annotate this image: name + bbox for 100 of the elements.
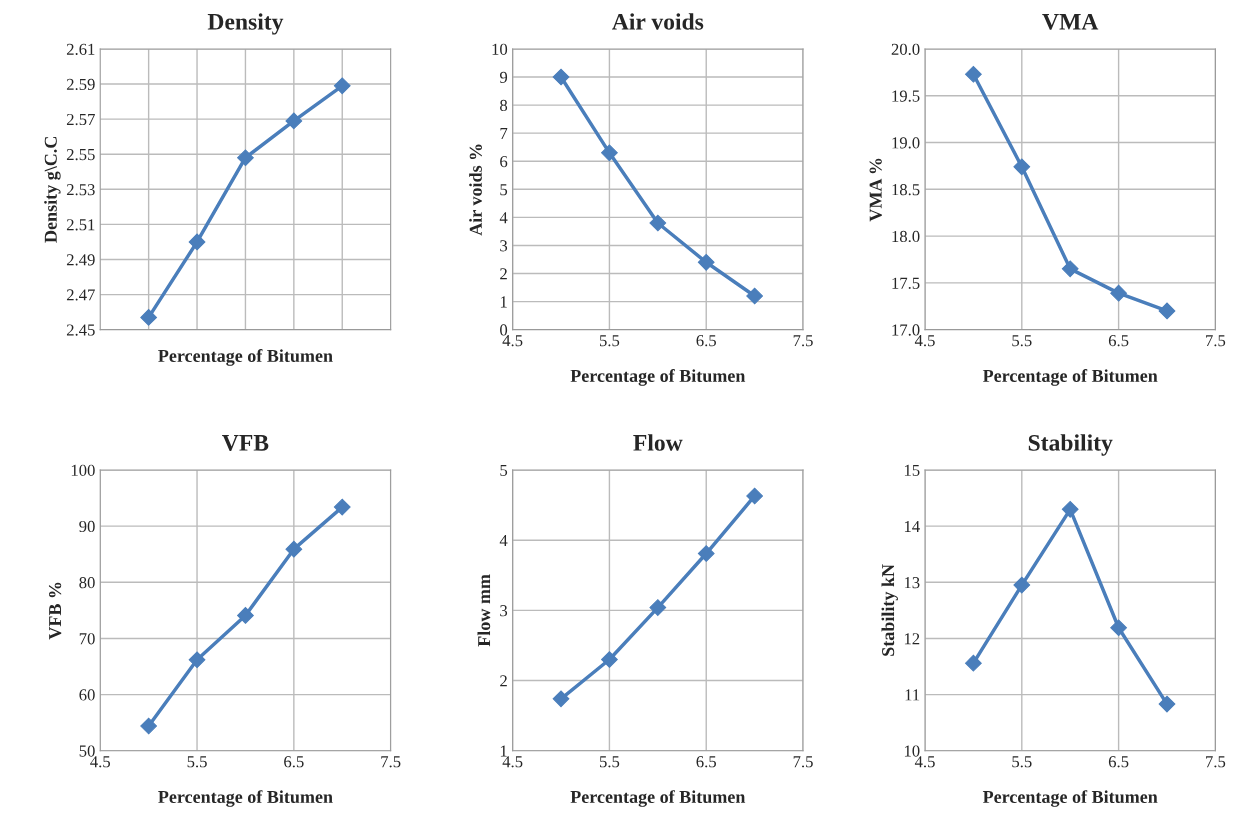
y-tick-label: 13 <box>904 577 920 589</box>
point <box>237 149 254 167</box>
y-tick-label: 100 <box>71 464 95 476</box>
point <box>140 717 158 735</box>
x-tick-label: 7.5 <box>381 756 401 768</box>
y-axis-title: VMA % <box>869 158 882 222</box>
y-tick-label: 7 <box>500 128 508 139</box>
y-tick-label: 18.5 <box>892 184 920 196</box>
point <box>649 599 667 616</box>
y-tick-label: 2.61 <box>66 43 95 55</box>
y-tick-label: 3 <box>500 605 508 617</box>
point <box>1061 500 1079 518</box>
x-tick-label: 6.5 <box>1108 335 1129 347</box>
y-tick-label: 20.0 <box>891 43 920 55</box>
point <box>746 287 763 305</box>
point <box>1158 695 1176 713</box>
y-tick-label: 17.0 <box>892 324 920 336</box>
x-tick-label: 6.5 <box>284 756 304 768</box>
x-tick-label: 5.5 <box>1012 335 1032 347</box>
y-tick-label: 50 <box>79 745 95 757</box>
y-tick-label: 2.55 <box>66 148 95 161</box>
y-tick-label: 10 <box>492 43 508 55</box>
y-tick-label: 12 <box>904 633 920 645</box>
point <box>285 112 303 130</box>
x-tick-label: 6.5 <box>696 756 716 768</box>
x-tick-label: 6.5 <box>1108 756 1129 768</box>
point <box>333 498 351 516</box>
y-tick-label: 70 <box>79 633 95 645</box>
point <box>1013 576 1031 594</box>
y-axis-title: VFB % <box>48 582 62 640</box>
point <box>1158 302 1176 320</box>
y-tick-label: 60 <box>79 689 95 701</box>
x-axis-title: Percentage of Bitumen <box>158 790 333 807</box>
point <box>188 233 206 251</box>
y-tick-label: 2.51 <box>66 219 95 231</box>
y-axis-title: Flow mm <box>477 574 491 647</box>
y-tick-label: 17.5 <box>892 277 920 289</box>
point <box>965 654 982 672</box>
y-tick-label: 8 <box>500 99 508 112</box>
y-tick-label: 19.5 <box>892 90 920 102</box>
chart-title: Density <box>207 13 284 35</box>
y-tick-label: 4 <box>499 535 508 546</box>
point <box>552 68 570 86</box>
point <box>333 77 351 95</box>
point <box>965 65 982 83</box>
point <box>649 214 667 232</box>
y-tick-label: 90 <box>79 520 95 533</box>
point <box>1061 260 1079 278</box>
x-tick-label: 4.5 <box>502 335 523 347</box>
chart-title: VFB <box>222 435 269 451</box>
point <box>1110 619 1127 637</box>
y-tick-label: 1 <box>500 296 507 308</box>
chart-title: Stability <box>1028 434 1113 456</box>
y-tick-label: 80 <box>79 577 95 589</box>
y-tick-label: 15 <box>904 464 920 476</box>
y-tick-label: 10 <box>904 745 920 757</box>
y-tick-label: 1 <box>500 745 507 757</box>
x-axis-title: Percentage of Bitumen <box>570 369 746 386</box>
y-tick-label: 9 <box>499 71 508 83</box>
x-axis-title: Percentage of Bitumen <box>982 369 1158 386</box>
x-axis-title: Percentage of Bitumen <box>982 790 1158 807</box>
point <box>1110 284 1127 302</box>
chart-title: Air voids <box>612 13 704 30</box>
y-tick-label: 0 <box>500 324 508 336</box>
y-tick-label: 4 <box>499 212 508 224</box>
y-tick-label: 2.59 <box>66 78 95 91</box>
point <box>237 607 254 624</box>
y-tick-label: 3 <box>500 240 508 252</box>
x-tick-label: 6.5 <box>696 335 716 347</box>
point <box>746 487 763 505</box>
y-tick-label: 2 <box>500 268 507 280</box>
y-tick-label: 18.0 <box>892 230 920 243</box>
y-tick-label: 2.47 <box>66 289 95 301</box>
y-tick-label: 5 <box>500 464 508 476</box>
x-tick-label: 5.5 <box>187 756 207 768</box>
point <box>285 540 303 558</box>
chart-title: Flow <box>633 434 683 451</box>
y-axis-title: Density g\C.C <box>44 137 61 243</box>
y-axis-title: Air voids % <box>469 144 482 236</box>
x-axis-title: Percentage of Bitumen <box>570 790 746 807</box>
point <box>601 144 618 162</box>
point <box>601 651 618 668</box>
y-tick-label: 19.0 <box>892 137 920 149</box>
x-tick-label: 7.5 <box>1206 756 1226 768</box>
x-tick-label: 7.5 <box>793 335 813 347</box>
x-axis-title: Percentage of Bitumen <box>158 349 333 366</box>
point <box>188 651 206 669</box>
y-tick-label: 11 <box>905 689 920 701</box>
x-tick-label: 7.5 <box>793 756 813 768</box>
y-tick-label: 14 <box>904 520 920 532</box>
point <box>552 690 570 708</box>
point <box>697 545 715 562</box>
x-tick-label: 5.5 <box>599 335 620 347</box>
point <box>1013 158 1031 176</box>
y-tick-label: 5 <box>500 184 508 196</box>
y-tick-label: 2.57 <box>66 113 95 126</box>
x-tick-label: 4.5 <box>914 335 935 347</box>
point <box>697 253 715 271</box>
x-tick-label: 4.5 <box>90 756 111 768</box>
point <box>140 309 158 326</box>
